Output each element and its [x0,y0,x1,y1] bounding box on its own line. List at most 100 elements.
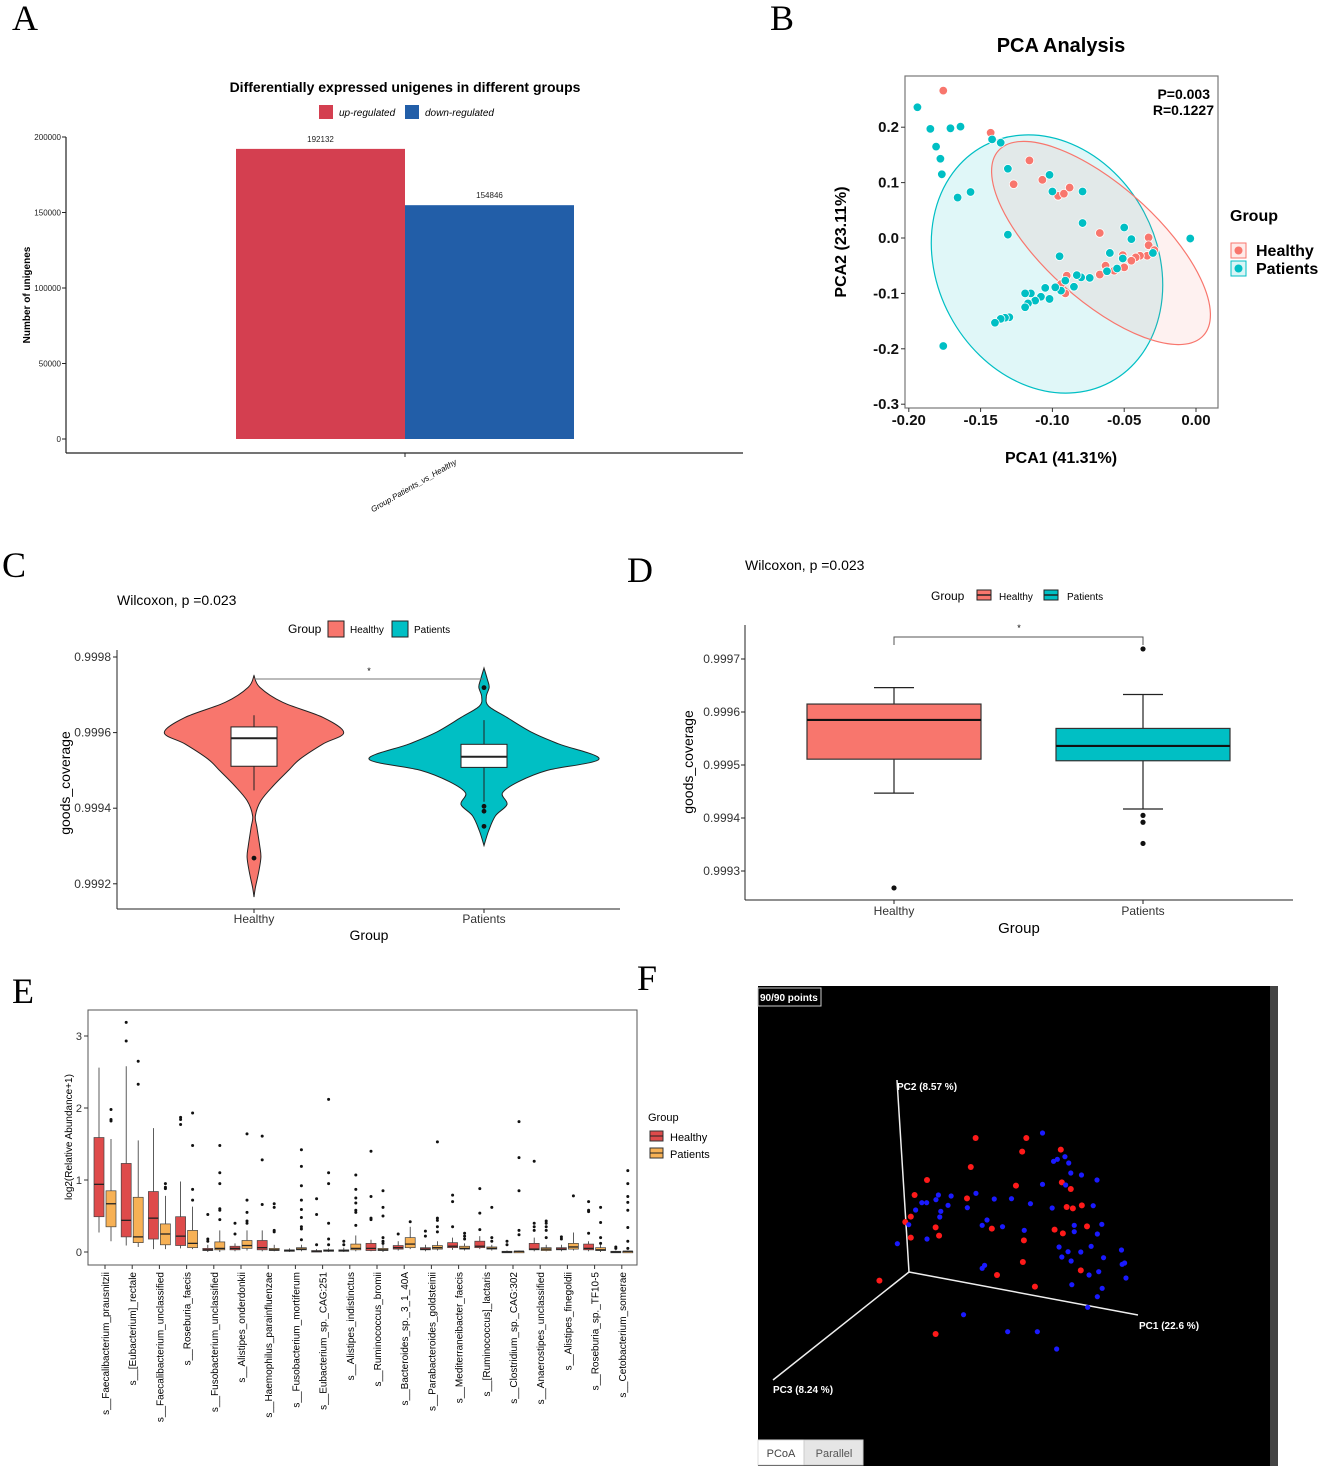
point-patients[interactable] [979,1265,985,1271]
pc2-axis [896,1079,910,1273]
point-patients[interactable] [1090,1203,1096,1209]
outlier-point [206,1239,210,1243]
viewer-canvas[interactable] [758,986,1278,1466]
point-patients[interactable] [933,1197,939,1203]
point-patients[interactable] [1068,1170,1074,1176]
point-healthy[interactable] [1031,1283,1038,1290]
point-patients[interactable] [1123,1275,1129,1281]
point-patients[interactable] [1021,1227,1027,1233]
point-patients[interactable] [1085,1304,1091,1310]
point-healthy[interactable] [907,1213,914,1220]
point-patients[interactable] [973,1190,979,1196]
point-healthy[interactable] [1057,1146,1064,1153]
point-healthy[interactable] [1023,1135,1030,1141]
point-patients[interactable] [1068,1258,1074,1264]
point-patients[interactable] [1039,1130,1046,1136]
outlier-point [626,1195,630,1199]
point-patients[interactable] [924,1236,930,1242]
point-healthy[interactable] [1067,1186,1074,1192]
point-patients[interactable] [1071,1229,1077,1235]
point-patients[interactable] [948,1193,954,1199]
point-patients[interactable] [1096,1269,1102,1275]
point-patients[interactable] [1054,1156,1060,1162]
point-healthy[interactable] [907,1234,914,1241]
point-healthy[interactable] [936,1232,943,1239]
point-patients[interactable] [1088,1243,1094,1249]
point-patients[interactable] [1099,1221,1105,1227]
point-patients[interactable] [1059,1254,1065,1260]
point-patients[interactable] [935,1192,941,1198]
point-patients[interactable] [979,1222,985,1228]
point-healthy[interactable] [1084,1223,1090,1230]
point-healthy[interactable] [1019,1259,1026,1265]
point-patients[interactable] [1039,1181,1046,1187]
point-healthy[interactable] [967,1164,974,1170]
point-patients[interactable] [924,1200,930,1206]
point-patients[interactable] [1066,1160,1072,1166]
y-tick-label: 0.9994 [703,811,740,825]
point-patients[interactable] [1065,1249,1071,1255]
point-patients[interactable] [1071,1222,1077,1228]
point-healthy[interactable] [1078,1202,1085,1209]
point-patients[interactable] [984,1217,990,1223]
point-healthy[interactable] [876,1277,883,1284]
point-patients[interactable] [1094,1231,1100,1237]
viewer-scrollbar[interactable] [1270,986,1278,1466]
point-patients[interactable] [919,1200,925,1206]
outlier-point [260,1134,264,1138]
point-patients[interactable] [1099,1285,1105,1291]
tab-pcoa[interactable]: PCoA [757,1439,805,1466]
point-patients[interactable] [1078,1172,1085,1178]
point-patients[interactable] [937,1214,943,1220]
tab-parallel[interactable]: Parallel [803,1439,864,1466]
point-patients[interactable] [1027,1201,1034,1207]
point-healthy[interactable] [994,1272,1000,1278]
point-patients[interactable] [945,1202,951,1208]
point-healthy[interactable] [932,1224,939,1231]
point-patients[interactable] [1056,1244,1062,1250]
point-patients[interactable] [1062,1154,1068,1160]
point-patients[interactable] [1118,1247,1125,1253]
point-patients[interactable] [999,1224,1006,1230]
point-patients[interactable] [1078,1249,1084,1255]
panel-f-3d-pcoa-viewer[interactable]: 90/90 points PCoA Parallel PC1 (22.6 %) P… [757,986,1278,1466]
point-healthy[interactable] [1012,1182,1019,1189]
point-healthy[interactable] [1059,1230,1066,1237]
point-patients[interactable] [906,1222,912,1228]
point-patients[interactable] [1063,1182,1069,1188]
point-patients[interactable] [960,1312,967,1318]
point-healthy[interactable] [1020,1237,1027,1244]
point-patients[interactable] [991,1196,997,1202]
point-patients[interactable] [1005,1329,1011,1335]
point-patients [990,318,1000,328]
outlier-point [179,1123,183,1127]
point-healthy[interactable] [1051,1226,1058,1233]
point-patients[interactable] [1054,1346,1060,1352]
point-healthy[interactable] [1077,1267,1084,1274]
point-patients[interactable] [1121,1260,1128,1266]
tab-pcoa-label[interactable]: PCoA [767,1448,796,1460]
point-patients[interactable] [1034,1329,1040,1335]
tab-parallel-label[interactable]: Parallel [816,1448,853,1460]
point-patients[interactable] [1069,1282,1075,1288]
point-patients[interactable] [1094,1294,1100,1300]
point-patients[interactable] [1049,1205,1055,1211]
point-healthy[interactable] [1069,1205,1076,1212]
point-patients[interactable] [1094,1177,1100,1183]
point-healthy[interactable] [924,1177,930,1183]
point-patients[interactable] [894,1241,900,1247]
point-patients[interactable] [1008,1196,1015,1202]
point-patients[interactable] [964,1205,970,1211]
point-healthy[interactable] [972,1135,979,1141]
point-patients[interactable] [913,1207,919,1213]
point-healthy[interactable] [911,1192,918,1198]
point-patients[interactable] [1100,1255,1107,1261]
point-healthy[interactable] [932,1331,939,1337]
point-healthy[interactable] [1063,1204,1070,1210]
point-healthy[interactable] [1019,1148,1026,1155]
test-result-title: Wilcoxon, p =0.023 [745,557,865,573]
point-patients[interactable] [938,1208,944,1214]
point-healthy[interactable] [964,1195,970,1202]
point-patients[interactable] [1086,1272,1092,1278]
point-healthy[interactable] [988,1225,995,1232]
